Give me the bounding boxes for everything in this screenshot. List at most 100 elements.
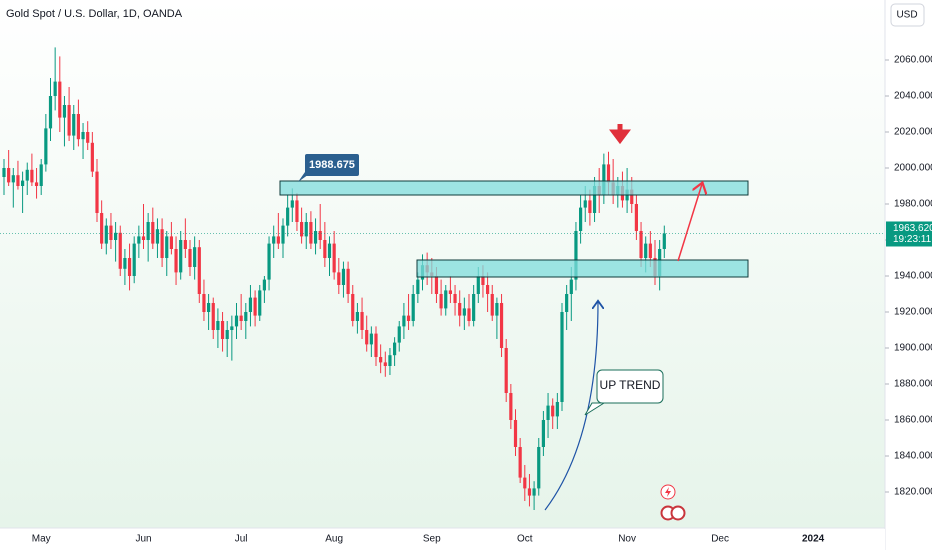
candle-body: [72, 113, 76, 136]
candle-body: [174, 248, 178, 273]
candle-body: [569, 279, 573, 294]
candle-body: [127, 257, 132, 276]
event-icon-bolt: [665, 487, 671, 497]
candle-body: [634, 203, 638, 231]
candle-body: [337, 272, 341, 285]
candle-body: [327, 243, 332, 258]
candle-body: [248, 297, 253, 312]
candle-body: [276, 236, 280, 244]
candle-body: [369, 333, 373, 345]
candle-body: [137, 236, 141, 244]
candle-body: [272, 236, 276, 244]
candle-body: [123, 257, 127, 269]
candle-body: [25, 169, 29, 181]
candle-body: [16, 175, 20, 186]
x-tick-label: Dec: [711, 534, 729, 545]
candle-body: [583, 200, 587, 208]
callout-text: 1988.675: [309, 159, 355, 171]
candle-body: [114, 232, 118, 240]
candle-body: [579, 207, 583, 231]
candle-body: [560, 311, 564, 402]
candle-body: [546, 405, 550, 420]
candle-body: [211, 302, 215, 330]
candle-body: [207, 302, 211, 312]
candle-body: [472, 293, 476, 321]
candle-body: [109, 225, 113, 240]
candle-body: [286, 207, 290, 226]
candle-body: [509, 392, 513, 420]
y-tick-label: 1900.000: [894, 343, 932, 354]
candle-body: [527, 488, 532, 496]
candle-body: [2, 167, 6, 177]
trend-box: [596, 369, 664, 404]
candle-body: [132, 243, 136, 276]
x-tick-label: May: [32, 534, 51, 545]
x-tick-label: Sep: [423, 534, 441, 545]
candle-body: [458, 302, 462, 316]
candle-body: [62, 104, 67, 118]
trend-text: UP TREND: [600, 378, 661, 392]
candle-body: [439, 293, 443, 309]
candle-body: [476, 275, 480, 294]
candle-body: [365, 329, 369, 345]
candle-body: [518, 446, 522, 478]
candle-body: [262, 279, 266, 291]
candle-body: [95, 171, 99, 213]
candle-body: [537, 446, 541, 489]
x-tick-label: 2024: [802, 534, 825, 545]
candle-body: [444, 290, 448, 309]
candle-body: [300, 221, 304, 237]
candle-body: [244, 311, 248, 321]
last-price-box: [886, 221, 932, 247]
candle-body: [341, 268, 346, 285]
candle-body: [360, 311, 364, 330]
candle-body: [253, 297, 257, 316]
projection-arrow: [677, 184, 702, 262]
candle-body: [220, 320, 225, 339]
candle-body: [304, 221, 308, 237]
y-tick-label: 1880.000: [894, 379, 932, 390]
candle-body: [44, 128, 48, 165]
candle-body: [53, 81, 57, 96]
candle-body: [588, 200, 592, 213]
candle-body: [290, 200, 294, 208]
candle-body: [230, 326, 234, 330]
y-tick-label: 1940.000: [894, 271, 932, 282]
candle-body: [169, 236, 173, 249]
candle-body: [313, 230, 318, 244]
y-tick-label: 2060.000: [894, 55, 932, 66]
candle-body: [179, 239, 183, 273]
candle-body: [639, 230, 643, 258]
candle-body: [486, 284, 490, 294]
candle-body: [165, 236, 169, 258]
candle-body: [402, 315, 406, 327]
candle-body: [100, 212, 104, 244]
x-tick-label: Jul: [235, 534, 248, 545]
candle-body: [574, 230, 578, 280]
candle-body: [551, 405, 555, 417]
candle-body: [481, 275, 485, 285]
candle-body: [323, 239, 327, 258]
candle-body: [197, 247, 201, 294]
candle-body: [532, 488, 536, 496]
resistance-zone: [279, 180, 749, 196]
candle-body: [504, 347, 508, 393]
candle-body: [448, 290, 452, 294]
x-tick-label: Aug: [325, 534, 343, 545]
candle-body: [388, 355, 392, 366]
chart-title: Gold Spot / U.S. Dollar, 1D, OANDA: [6, 8, 183, 20]
flag-icon: [670, 505, 686, 521]
candle-body: [193, 247, 197, 267]
y-tick-label: 2020.000: [894, 127, 932, 138]
candle-body: [151, 221, 155, 244]
last-price-label: 1963.620: [893, 223, 932, 234]
candle-body: [355, 311, 359, 321]
candle-body: [295, 200, 299, 222]
y-tick-label: 1840.000: [894, 451, 932, 462]
candle-body: [592, 185, 597, 213]
currency-box[interactable]: [890, 3, 925, 27]
candle-body: [281, 225, 285, 244]
candle-body: [141, 236, 146, 240]
y-tick-label: 1980.000: [894, 199, 932, 210]
y-tick-label: 1820.000: [894, 487, 932, 498]
